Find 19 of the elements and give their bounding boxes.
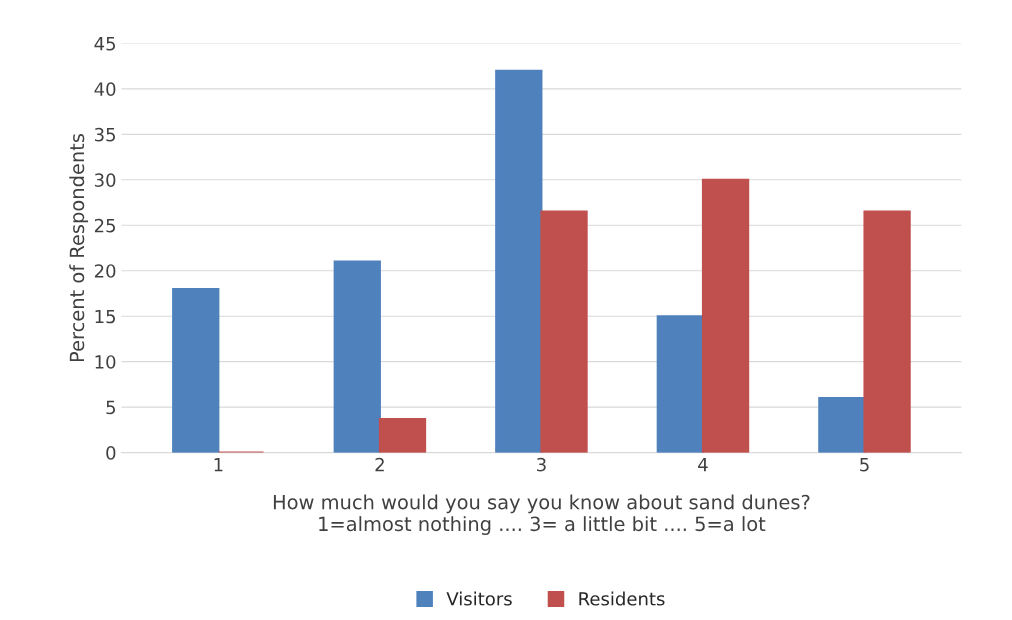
x-tick-label: 1	[214, 458, 223, 472]
x-tick-label: 5	[860, 458, 869, 472]
y-tick-label: 35	[94, 127, 115, 142]
y-tick-label: 20	[94, 264, 116, 278]
x-axis-title: How much would you say you know about sand dunes? 1=almost nothing .... 3= a little bit .... 5=a lot	[273, 494, 810, 535]
y-tick-label: 40	[94, 82, 116, 96]
y-tick-label: 10	[95, 355, 116, 369]
x-tick-label: 4	[698, 458, 708, 472]
y-tick-label: 15	[95, 309, 115, 324]
y-tick-label: 0	[106, 446, 116, 460]
x-tick-label: 3	[537, 457, 546, 472]
y-tick-label: 30	[94, 173, 116, 187]
y-axis-title: Percent of Respondents	[69, 133, 89, 362]
x-tick-label: 2	[375, 457, 384, 472]
y-tick-label: 25	[94, 218, 115, 233]
y-tick-label: 5	[106, 400, 115, 415]
y-tick-label: 45	[94, 37, 115, 51]
legend-label: Visitors	[446, 591, 512, 606]
legend-label: Residents	[579, 591, 665, 606]
